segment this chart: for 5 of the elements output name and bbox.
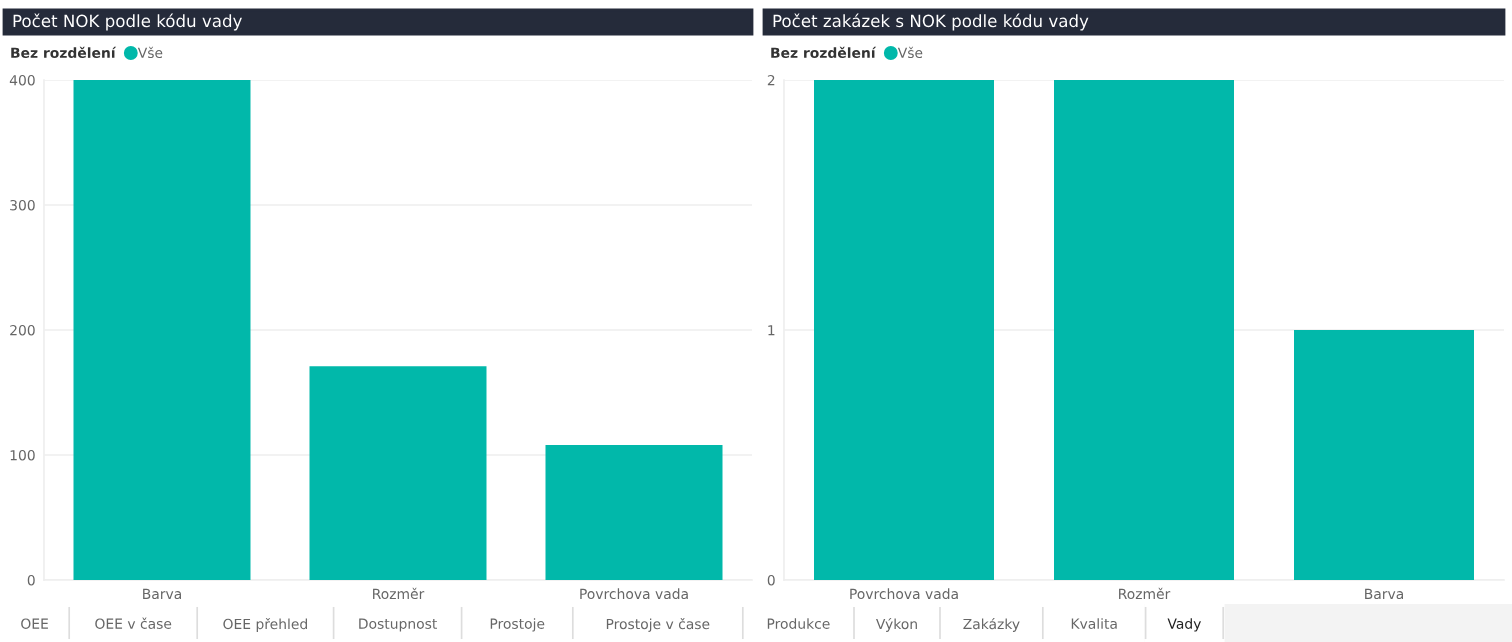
chart-title: Počet zakázek s NOK podle kódu vady (773, 13, 1089, 31)
bar (545, 445, 723, 580)
bar (309, 366, 487, 580)
bar (73, 80, 251, 580)
chart-title: Počet NOK podle kódu vady (13, 13, 242, 31)
